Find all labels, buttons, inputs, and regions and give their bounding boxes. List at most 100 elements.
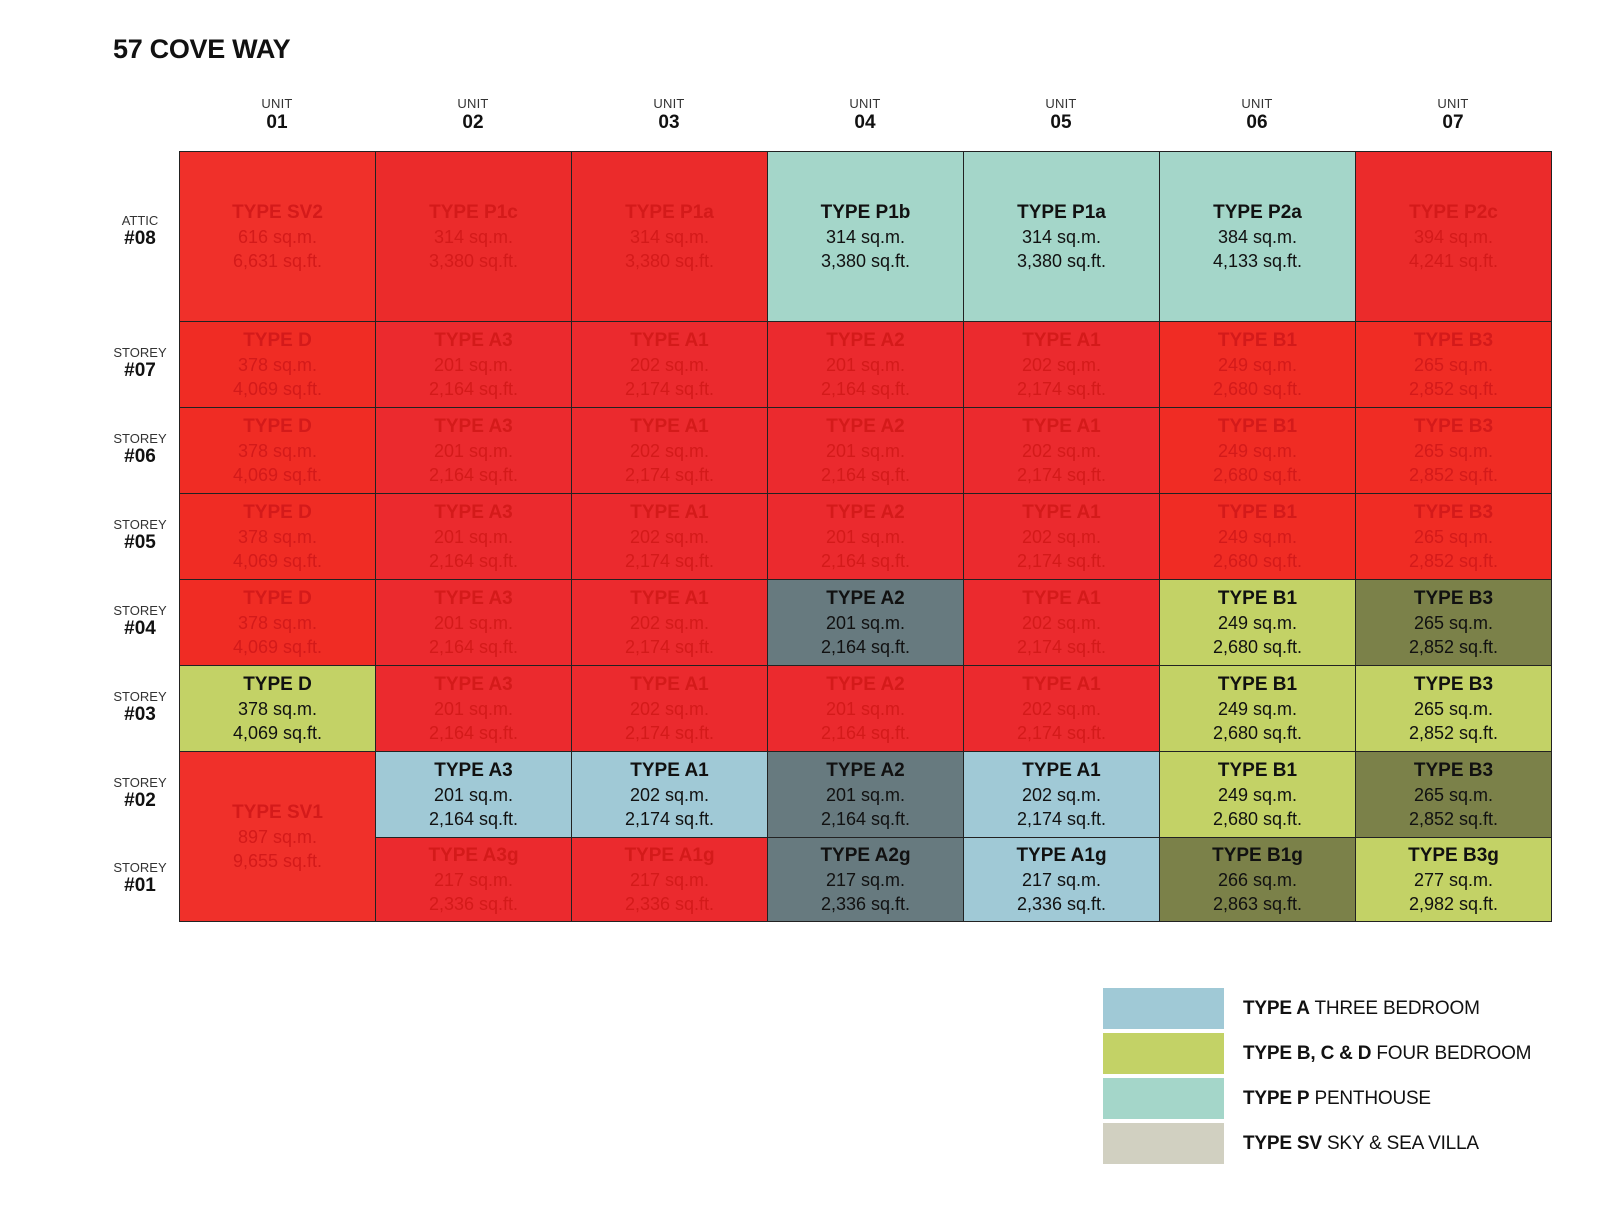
unit-cell[interactable]: TYPE D 378 sq.m. 4,069 sq.ft. xyxy=(179,665,376,752)
unit-type: TYPE B3 xyxy=(1413,759,1494,781)
unit-type: TYPE A1 xyxy=(1022,587,1101,609)
unit-cell[interactable]: TYPE B3 265 sq.m. 2,852 sq.ft. xyxy=(1355,665,1552,752)
storey-label-number: #04 xyxy=(124,618,156,639)
unit-cell[interactable]: TYPE A3 201 sq.m. 2,164 sq.ft. xyxy=(375,407,572,494)
unit-cell[interactable]: TYPE B3 265 sq.m. 2,852 sq.ft. xyxy=(1355,407,1552,494)
unit-cell[interactable]: TYPE A3g 217 sq.m. 2,336 sq.ft. xyxy=(375,837,572,922)
unit-cell[interactable]: TYPE SV1 897 sq.m. 9,655 sq.ft. xyxy=(179,751,376,922)
unit-cell[interactable]: TYPE P1c 314 sq.m. 3,380 sq.ft. xyxy=(375,151,572,322)
unit-cell[interactable]: TYPE B1 249 sq.m. 2,680 sq.ft. xyxy=(1159,579,1356,666)
unit-type: TYPE A2g xyxy=(820,844,911,866)
unit-cell[interactable]: TYPE D 378 sq.m. 4,069 sq.ft. xyxy=(179,321,376,408)
unit-type: TYPE A1 xyxy=(1022,501,1101,523)
unit-area-sqm: 202 sq.m. xyxy=(629,784,710,805)
unit-cell[interactable]: TYPE A1 202 sq.m. 2,174 sq.ft. xyxy=(963,407,1160,494)
unit-area-sqm: 201 sq.m. xyxy=(433,526,514,547)
unit-cell[interactable]: TYPE A1 202 sq.m. 2,174 sq.ft. xyxy=(571,665,768,752)
unit-cell[interactable]: TYPE B1 249 sq.m. 2,680 sq.ft. xyxy=(1159,321,1356,408)
unit-cell[interactable]: TYPE A1 202 sq.m. 2,174 sq.ft. xyxy=(571,321,768,408)
unit-type: TYPE A2 xyxy=(826,673,905,695)
unit-cell[interactable]: TYPE A3 201 sq.m. 2,164 sq.ft. xyxy=(375,321,572,408)
unit-cell[interactable]: TYPE A1 202 sq.m. 2,174 sq.ft. xyxy=(963,665,1160,752)
unit-cell[interactable]: TYPE B1 249 sq.m. 2,680 sq.ft. xyxy=(1159,493,1356,580)
unit-cell[interactable]: TYPE P1b 314 sq.m. 3,380 sq.ft. xyxy=(767,151,964,322)
unit-area-sqm: 202 sq.m. xyxy=(629,440,710,461)
unit-cell[interactable]: TYPE P1a 314 sq.m. 3,380 sq.ft. xyxy=(571,151,768,322)
unit-area-sqft: 2,164 sq.ft. xyxy=(428,464,519,485)
unit-header-number: 07 xyxy=(1442,112,1464,133)
unit-cell[interactable]: TYPE A2 201 sq.m. 2,164 sq.ft. xyxy=(767,579,964,666)
unit-cell[interactable]: TYPE A2 201 sq.m. 2,164 sq.ft. xyxy=(767,407,964,494)
unit-area-sqft: 2,852 sq.ft. xyxy=(1408,464,1499,485)
unit-area-sqft: 2,174 sq.ft. xyxy=(624,550,715,571)
storey-label-word: STOREY xyxy=(113,689,167,704)
unit-cell[interactable]: TYPE A3 201 sq.m. 2,164 sq.ft. xyxy=(375,493,572,580)
unit-type: TYPE P2c xyxy=(1409,201,1498,223)
unit-cell[interactable]: TYPE P2a 384 sq.m. 4,133 sq.ft. xyxy=(1159,151,1356,322)
unit-area-sqm: 378 sq.m. xyxy=(237,612,318,633)
unit-area-sqft: 2,164 sq.ft. xyxy=(820,808,911,829)
unit-type: TYPE B3 xyxy=(1413,673,1494,695)
unit-cell[interactable]: TYPE B3 265 sq.m. 2,852 sq.ft. xyxy=(1355,321,1552,408)
unit-cell[interactable]: TYPE A2g 217 sq.m. 2,336 sq.ft. xyxy=(767,837,964,922)
unit-cell[interactable]: TYPE A1g 217 sq.m. 2,336 sq.ft. xyxy=(963,837,1160,922)
unit-area-sqft: 2,852 sq.ft. xyxy=(1408,808,1499,829)
unit-cell[interactable]: TYPE D 378 sq.m. 4,069 sq.ft. xyxy=(179,579,376,666)
unit-area-sqm: 201 sq.m. xyxy=(433,698,514,719)
unit-cell[interactable]: TYPE A1 202 sq.m. 2,174 sq.ft. xyxy=(963,579,1160,666)
legend-type: TYPE SV xyxy=(1243,1133,1322,1154)
unit-type: TYPE B1 xyxy=(1217,759,1298,781)
unit-area-sqm: 201 sq.m. xyxy=(825,354,906,375)
unit-cell[interactable]: TYPE A2 201 sq.m. 2,164 sq.ft. xyxy=(767,665,964,752)
unit-cell[interactable]: TYPE B1g 266 sq.m. 2,863 sq.ft. xyxy=(1159,837,1356,922)
unit-header-word: UNIT xyxy=(1045,96,1077,111)
unit-cell[interactable]: TYPE A3 201 sq.m. 2,164 sq.ft. xyxy=(375,665,572,752)
unit-cell[interactable]: TYPE A1 202 sq.m. 2,174 sq.ft. xyxy=(963,751,1160,838)
unit-cell[interactable]: TYPE A1 202 sq.m. 2,174 sq.ft. xyxy=(571,407,768,494)
unit-cell[interactable]: TYPE D 378 sq.m. 4,069 sq.ft. xyxy=(179,493,376,580)
storey-label-word: ATTIC xyxy=(121,213,159,228)
unit-type: TYPE A3 xyxy=(434,587,513,609)
unit-type: TYPE B3 xyxy=(1413,329,1494,351)
unit-cell[interactable]: TYPE A3 201 sq.m. 2,164 sq.ft. xyxy=(375,751,572,838)
unit-cell[interactable]: TYPE B3 265 sq.m. 2,852 sq.ft. xyxy=(1355,493,1552,580)
unit-cell[interactable]: TYPE A1 202 sq.m. 2,174 sq.ft. xyxy=(571,493,768,580)
unit-area-sqft: 2,982 sq.ft. xyxy=(1408,893,1499,914)
unit-area-sqft: 2,680 sq.ft. xyxy=(1212,378,1303,399)
unit-cell[interactable]: TYPE B3g 277 sq.m. 2,982 sq.ft. xyxy=(1355,837,1552,922)
unit-type: TYPE B3g xyxy=(1408,844,1499,866)
unit-area-sqft: 3,380 sq.ft. xyxy=(820,250,911,271)
unit-type: TYPE A2 xyxy=(826,759,905,781)
unit-area-sqm: 265 sq.m. xyxy=(1413,698,1494,719)
unit-area-sqft: 6,631 sq.ft. xyxy=(232,250,323,271)
unit-cell[interactable]: TYPE P1a 314 sq.m. 3,380 sq.ft. xyxy=(963,151,1160,322)
unit-area-sqm: 314 sq.m. xyxy=(629,226,710,247)
unit-cell[interactable]: TYPE D 378 sq.m. 4,069 sq.ft. xyxy=(179,407,376,494)
unit-cell[interactable]: TYPE A1g 217 sq.m. 2,336 sq.ft. xyxy=(571,837,768,922)
unit-cell[interactable]: TYPE A2 201 sq.m. 2,164 sq.ft. xyxy=(767,493,964,580)
unit-cell[interactable]: TYPE A3 201 sq.m. 2,164 sq.ft. xyxy=(375,579,572,666)
unit-cell[interactable]: TYPE B1 249 sq.m. 2,680 sq.ft. xyxy=(1159,751,1356,838)
unit-header-word: UNIT xyxy=(1241,96,1273,111)
unit-area-sqm: 378 sq.m. xyxy=(237,440,318,461)
unit-cell[interactable]: TYPE A1 202 sq.m. 2,174 sq.ft. xyxy=(963,321,1160,408)
unit-area-sqft: 2,164 sq.ft. xyxy=(820,550,911,571)
unit-cell[interactable]: TYPE B3 265 sq.m. 2,852 sq.ft. xyxy=(1355,751,1552,838)
unit-cell[interactable]: TYPE SV2 616 sq.m. 6,631 sq.ft. xyxy=(179,151,376,322)
unit-header-word: UNIT xyxy=(653,96,685,111)
unit-area-sqm: 249 sq.m. xyxy=(1217,784,1298,805)
unit-cell[interactable]: TYPE A1 202 sq.m. 2,174 sq.ft. xyxy=(571,579,768,666)
unit-cell[interactable]: TYPE A2 201 sq.m. 2,164 sq.ft. xyxy=(767,321,964,408)
unit-cell[interactable]: TYPE A2 201 sq.m. 2,164 sq.ft. xyxy=(767,751,964,838)
unit-cell[interactable]: TYPE P2c 394 sq.m. 4,241 sq.ft. xyxy=(1355,151,1552,322)
unit-header-02: UNIT 02 xyxy=(375,97,571,132)
storey-label-05: STOREY #05 xyxy=(100,518,180,552)
unit-cell[interactable]: TYPE B1 249 sq.m. 2,680 sq.ft. xyxy=(1159,407,1356,494)
unit-area-sqm: 202 sq.m. xyxy=(629,526,710,547)
unit-area-sqm: 265 sq.m. xyxy=(1413,612,1494,633)
unit-cell[interactable]: TYPE A1 202 sq.m. 2,174 sq.ft. xyxy=(963,493,1160,580)
unit-cell[interactable]: TYPE B3 265 sq.m. 2,852 sq.ft. xyxy=(1355,579,1552,666)
unit-cell[interactable]: TYPE A1 202 sq.m. 2,174 sq.ft. xyxy=(571,751,768,838)
storey-label-06: STOREY #06 xyxy=(100,432,180,466)
unit-cell[interactable]: TYPE B1 249 sq.m. 2,680 sq.ft. xyxy=(1159,665,1356,752)
